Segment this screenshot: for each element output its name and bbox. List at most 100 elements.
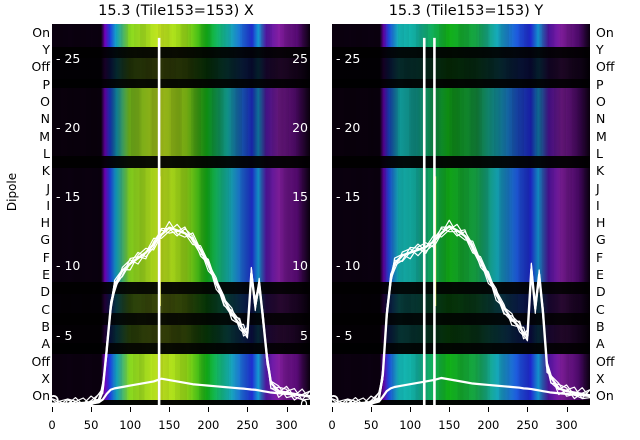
x-axis-right: 0 50 100 150 200 250 300 [328, 405, 590, 439]
category-label-left-a: A [41, 336, 50, 352]
heatmap-band-texture [332, 167, 590, 282]
heatmap-band [52, 46, 310, 59]
heatmap-band [332, 87, 590, 157]
category-label-left-off: Off [31, 59, 50, 75]
category-label-right-h: H [596, 214, 606, 230]
category-labels-right: On Y Off P O N M L K J I H G F E D C B A Off X On [596, 24, 640, 405]
x-tick-label-left-150: 150 [158, 418, 181, 432]
heatmap-band-texture [52, 313, 310, 325]
category-label-left-e: E [42, 266, 50, 282]
x-tick-label-left-100: 100 [119, 418, 142, 432]
y-tick-label-x-right-25: 25 [292, 50, 308, 66]
x-tick-mark [527, 407, 529, 412]
y-tick-label-x-right-15: 15 [292, 188, 308, 204]
heatmap-panel-x[interactable]: - 25 25 - 20 20 - 15 15 - 10 10 - 5 5 - 0 0 [52, 24, 310, 405]
category-label-right-m: M [596, 128, 607, 144]
category-labels-left: On Y Off P O N M L K J I H G F E D C B A Off X On [6, 24, 50, 405]
category-label-left-l: L [43, 145, 50, 161]
category-label-right-g: G [596, 232, 606, 248]
y-tick-label-y-left-25: - 25 [336, 50, 361, 66]
category-label-right-k: K [596, 162, 605, 178]
heatmap-band-texture [52, 400, 310, 405]
x-tick-mark [52, 407, 53, 412]
heatmap-band-texture [332, 87, 590, 157]
category-label-right-c: C [596, 301, 605, 317]
y-tick-label-x-left-20: - 20 [56, 119, 81, 135]
category-label-left-off: Off [31, 353, 50, 369]
heatmap-band [52, 79, 310, 88]
curve-upper-envelope [332, 227, 590, 405]
overlay-curves-x [52, 37, 310, 405]
heatmap-panel-y[interactable]: - 25 - 20 - 15 - 10 - 5 - 0 [332, 24, 590, 405]
y-tick-label-x-left-0: - 0 [56, 396, 73, 405]
x-tick-mark [91, 407, 93, 412]
x-tick-mark [566, 407, 568, 412]
category-label-left-i: I [46, 197, 50, 213]
x-tick-mark [332, 407, 333, 412]
category-label-left-on: On [32, 388, 50, 404]
heatmap-band-texture [332, 46, 590, 59]
heatmap-band-texture [332, 313, 590, 325]
category-label-right-on: On [596, 24, 614, 40]
category-label-right-off: Off [596, 59, 615, 75]
heatmap-band [52, 294, 310, 314]
category-label-left-g: G [40, 232, 50, 248]
heatmap-band [332, 46, 590, 59]
heatmap-band [332, 58, 590, 80]
category-label-left-k: K [41, 162, 50, 178]
heatmap-band-texture [52, 79, 310, 88]
category-label-right-l: L [596, 145, 603, 161]
heatmap-band-texture [52, 46, 310, 59]
heatmap-band [52, 58, 310, 80]
heatmap-band-texture [52, 24, 310, 47]
x-tick-label-right-100: 100 [399, 418, 422, 432]
heatmap-band [332, 342, 590, 355]
heatmap-band-texture [52, 58, 310, 80]
y-tick-label-x-left-10: - 10 [56, 258, 81, 274]
curve-upper-envelope [52, 220, 310, 405]
heatmap-image-y [332, 24, 590, 405]
category-label-right-y: Y [596, 41, 604, 57]
heatmap-band-texture [332, 294, 590, 314]
curve-lower-envelope [332, 376, 590, 405]
x-tick-mark [247, 407, 249, 412]
category-label-left-x: X [41, 370, 50, 386]
x-tick-mark [130, 407, 132, 412]
x-tick-label-left-250: 250 [236, 418, 259, 432]
x-tick-label-left-0: 0 [48, 418, 56, 432]
x-tick-mark [208, 407, 210, 412]
heatmap-band [52, 400, 310, 405]
y-tick-label-x-left-15: - 15 [56, 188, 81, 204]
category-label-left-j: J [46, 180, 50, 196]
heatmap-band-texture [332, 79, 590, 88]
heatmap-band [52, 167, 310, 282]
origin-marker [332, 395, 339, 405]
heatmap-band [332, 281, 590, 295]
x-tick-label-right-50: 50 [363, 418, 379, 432]
heatmap-band-texture [52, 87, 310, 157]
y-tick-label-x-right-5: 5 [300, 327, 308, 343]
heatmap-band-texture [332, 156, 590, 168]
heatmap-band [332, 79, 590, 88]
x-tick-mark [449, 407, 451, 412]
heatmap-band [52, 24, 310, 47]
y-tick-label-x-right-20: 20 [292, 119, 308, 135]
category-label-right-j: J [596, 180, 600, 196]
heatmap-band-texture [52, 167, 310, 282]
curve-upper-envelope [52, 226, 310, 405]
heatmap-band [52, 156, 310, 168]
curve-upper-envelope [52, 226, 310, 405]
category-label-right-off: Off [596, 353, 615, 369]
heatmap-band [52, 342, 310, 355]
category-label-left-n: N [40, 111, 50, 126]
panel-title-left: 15.3 (Tile153=153) X [98, 3, 254, 19]
y-tick-label-y-left-10: - 10 [336, 258, 361, 274]
heatmap-band-texture [332, 342, 590, 355]
heatmap-band [332, 400, 590, 405]
overlay-curves-y [332, 37, 590, 405]
x-tick-label-right-150: 150 [438, 418, 461, 432]
origin-marker [52, 395, 59, 405]
category-label-left-y: Y [42, 41, 50, 57]
y-tick-label-x-right-10: 10 [292, 258, 308, 274]
